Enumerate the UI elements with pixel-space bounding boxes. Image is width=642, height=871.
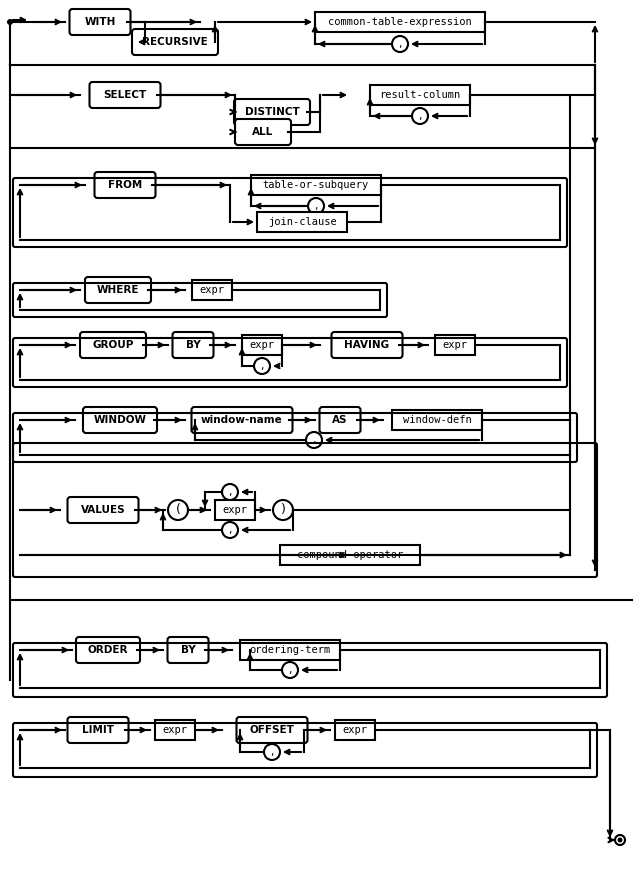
Text: DISTINCT: DISTINCT [245, 107, 299, 117]
Text: expr: expr [342, 725, 367, 735]
Circle shape [168, 500, 188, 520]
FancyBboxPatch shape [236, 717, 308, 743]
Text: VALUES: VALUES [81, 505, 125, 515]
Text: expr: expr [223, 505, 248, 515]
Text: GROUP: GROUP [92, 340, 134, 350]
FancyBboxPatch shape [89, 82, 160, 108]
Text: WITH: WITH [84, 17, 116, 27]
FancyBboxPatch shape [435, 335, 475, 355]
FancyBboxPatch shape [191, 407, 293, 433]
Text: ,: , [314, 201, 318, 211]
Circle shape [306, 432, 322, 448]
FancyBboxPatch shape [155, 720, 195, 740]
Text: common-table-expression: common-table-expression [328, 17, 472, 27]
Circle shape [222, 484, 238, 500]
Text: expr: expr [442, 340, 467, 350]
Text: BY: BY [186, 340, 200, 350]
FancyBboxPatch shape [94, 172, 155, 198]
FancyBboxPatch shape [80, 332, 146, 358]
Text: expr: expr [200, 285, 225, 295]
FancyBboxPatch shape [67, 717, 128, 743]
FancyBboxPatch shape [168, 637, 209, 663]
FancyBboxPatch shape [215, 500, 255, 520]
Text: ,: , [229, 487, 232, 497]
Circle shape [7, 19, 13, 25]
Text: ): ) [281, 503, 286, 517]
Text: RECURSIVE: RECURSIVE [142, 37, 208, 47]
FancyBboxPatch shape [335, 720, 375, 740]
FancyBboxPatch shape [76, 637, 140, 663]
Text: SELECT: SELECT [103, 90, 146, 100]
Text: HAVING: HAVING [345, 340, 390, 350]
Text: window-name: window-name [201, 415, 283, 425]
Circle shape [264, 744, 280, 760]
Text: ordering-term: ordering-term [249, 645, 331, 655]
Circle shape [273, 500, 293, 520]
Text: ORDER: ORDER [88, 645, 128, 655]
FancyBboxPatch shape [234, 99, 310, 125]
Text: ,: , [288, 665, 291, 675]
FancyBboxPatch shape [315, 12, 485, 32]
FancyBboxPatch shape [320, 407, 361, 433]
Text: window-defn: window-defn [403, 415, 471, 425]
FancyBboxPatch shape [192, 280, 232, 300]
FancyBboxPatch shape [392, 410, 482, 430]
FancyBboxPatch shape [85, 277, 151, 303]
Text: ALL: ALL [252, 127, 273, 137]
FancyBboxPatch shape [83, 407, 157, 433]
FancyBboxPatch shape [257, 212, 347, 232]
FancyBboxPatch shape [235, 119, 291, 145]
FancyBboxPatch shape [370, 85, 470, 105]
Circle shape [392, 36, 408, 52]
FancyBboxPatch shape [240, 640, 340, 660]
Text: AS: AS [333, 415, 348, 425]
Text: table-or-subquery: table-or-subquery [263, 180, 369, 190]
FancyBboxPatch shape [251, 175, 381, 195]
Text: FROM: FROM [108, 180, 142, 190]
Text: WINDOW: WINDOW [94, 415, 146, 425]
FancyBboxPatch shape [280, 545, 420, 565]
Text: join-clause: join-clause [268, 217, 336, 227]
Circle shape [308, 198, 324, 214]
FancyBboxPatch shape [173, 332, 214, 358]
FancyBboxPatch shape [132, 29, 218, 55]
Text: result-column: result-column [379, 90, 460, 100]
Text: OFFSET: OFFSET [250, 725, 295, 735]
Text: ,: , [270, 747, 273, 757]
Circle shape [412, 108, 428, 124]
Circle shape [254, 358, 270, 374]
Circle shape [282, 662, 298, 678]
Text: ,: , [229, 525, 232, 535]
Text: ,: , [418, 111, 422, 121]
FancyBboxPatch shape [331, 332, 403, 358]
FancyBboxPatch shape [67, 497, 139, 523]
Circle shape [222, 522, 238, 538]
Text: compound-operator: compound-operator [297, 550, 403, 560]
Circle shape [615, 835, 625, 845]
Circle shape [618, 838, 623, 842]
Text: ,: , [312, 435, 316, 445]
Text: (: ( [175, 503, 180, 517]
Text: expr: expr [250, 340, 275, 350]
FancyBboxPatch shape [242, 335, 282, 355]
FancyBboxPatch shape [69, 9, 130, 35]
Text: BY: BY [180, 645, 195, 655]
Text: ,: , [398, 39, 402, 49]
Text: ,: , [260, 361, 264, 371]
Text: WHERE: WHERE [97, 285, 139, 295]
Text: expr: expr [162, 725, 187, 735]
Text: LIMIT: LIMIT [82, 725, 114, 735]
